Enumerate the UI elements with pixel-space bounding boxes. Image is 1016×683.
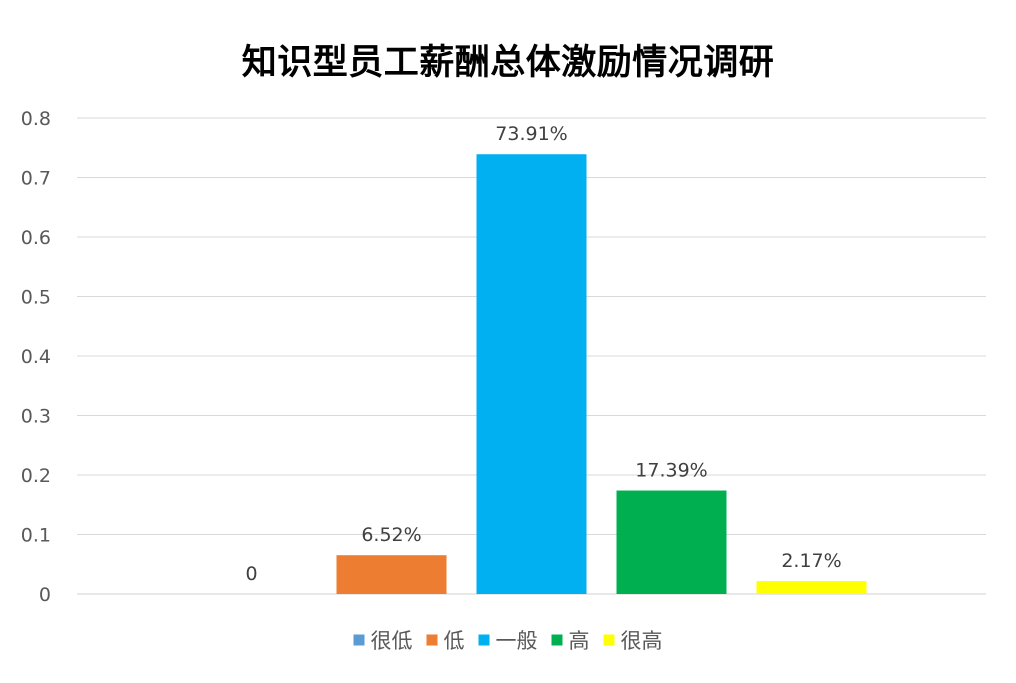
y-tick-label: 0.6	[21, 227, 51, 249]
y-tick-label: 0	[39, 584, 51, 606]
data-label: 73.91%	[495, 123, 567, 145]
legend-swatch	[551, 634, 563, 646]
legend-swatch	[353, 634, 365, 646]
bar-3	[476, 154, 587, 594]
legend-label: 低	[444, 629, 465, 653]
data-label: 0	[245, 563, 257, 585]
legend-label: 高	[569, 629, 590, 653]
bar-4	[616, 490, 727, 594]
legend-swatch	[603, 634, 615, 646]
y-tick-label: 0.8	[21, 108, 51, 130]
data-label: 6.52%	[361, 524, 421, 546]
data-label: 2.17%	[781, 550, 841, 572]
chart-title: 知识型员工薪酬总体激励情况调研	[241, 43, 775, 83]
bar-5	[756, 581, 867, 594]
legend-label: 很高	[621, 629, 663, 653]
legend-swatch	[426, 634, 438, 646]
y-tick-label: 0.2	[21, 465, 51, 487]
legend-swatch	[478, 634, 490, 646]
y-tick-label: 0.5	[21, 287, 51, 309]
legend-label: 一般	[496, 629, 538, 653]
y-tick-label: 0.1	[21, 525, 51, 547]
y-tick-label: 0.4	[21, 346, 51, 368]
legend-label: 很低	[371, 629, 413, 653]
bar-2	[336, 555, 447, 594]
y-tick-label: 0.7	[21, 168, 51, 190]
y-tick-label: 0.3	[21, 406, 51, 428]
data-label: 17.39%	[635, 460, 707, 482]
